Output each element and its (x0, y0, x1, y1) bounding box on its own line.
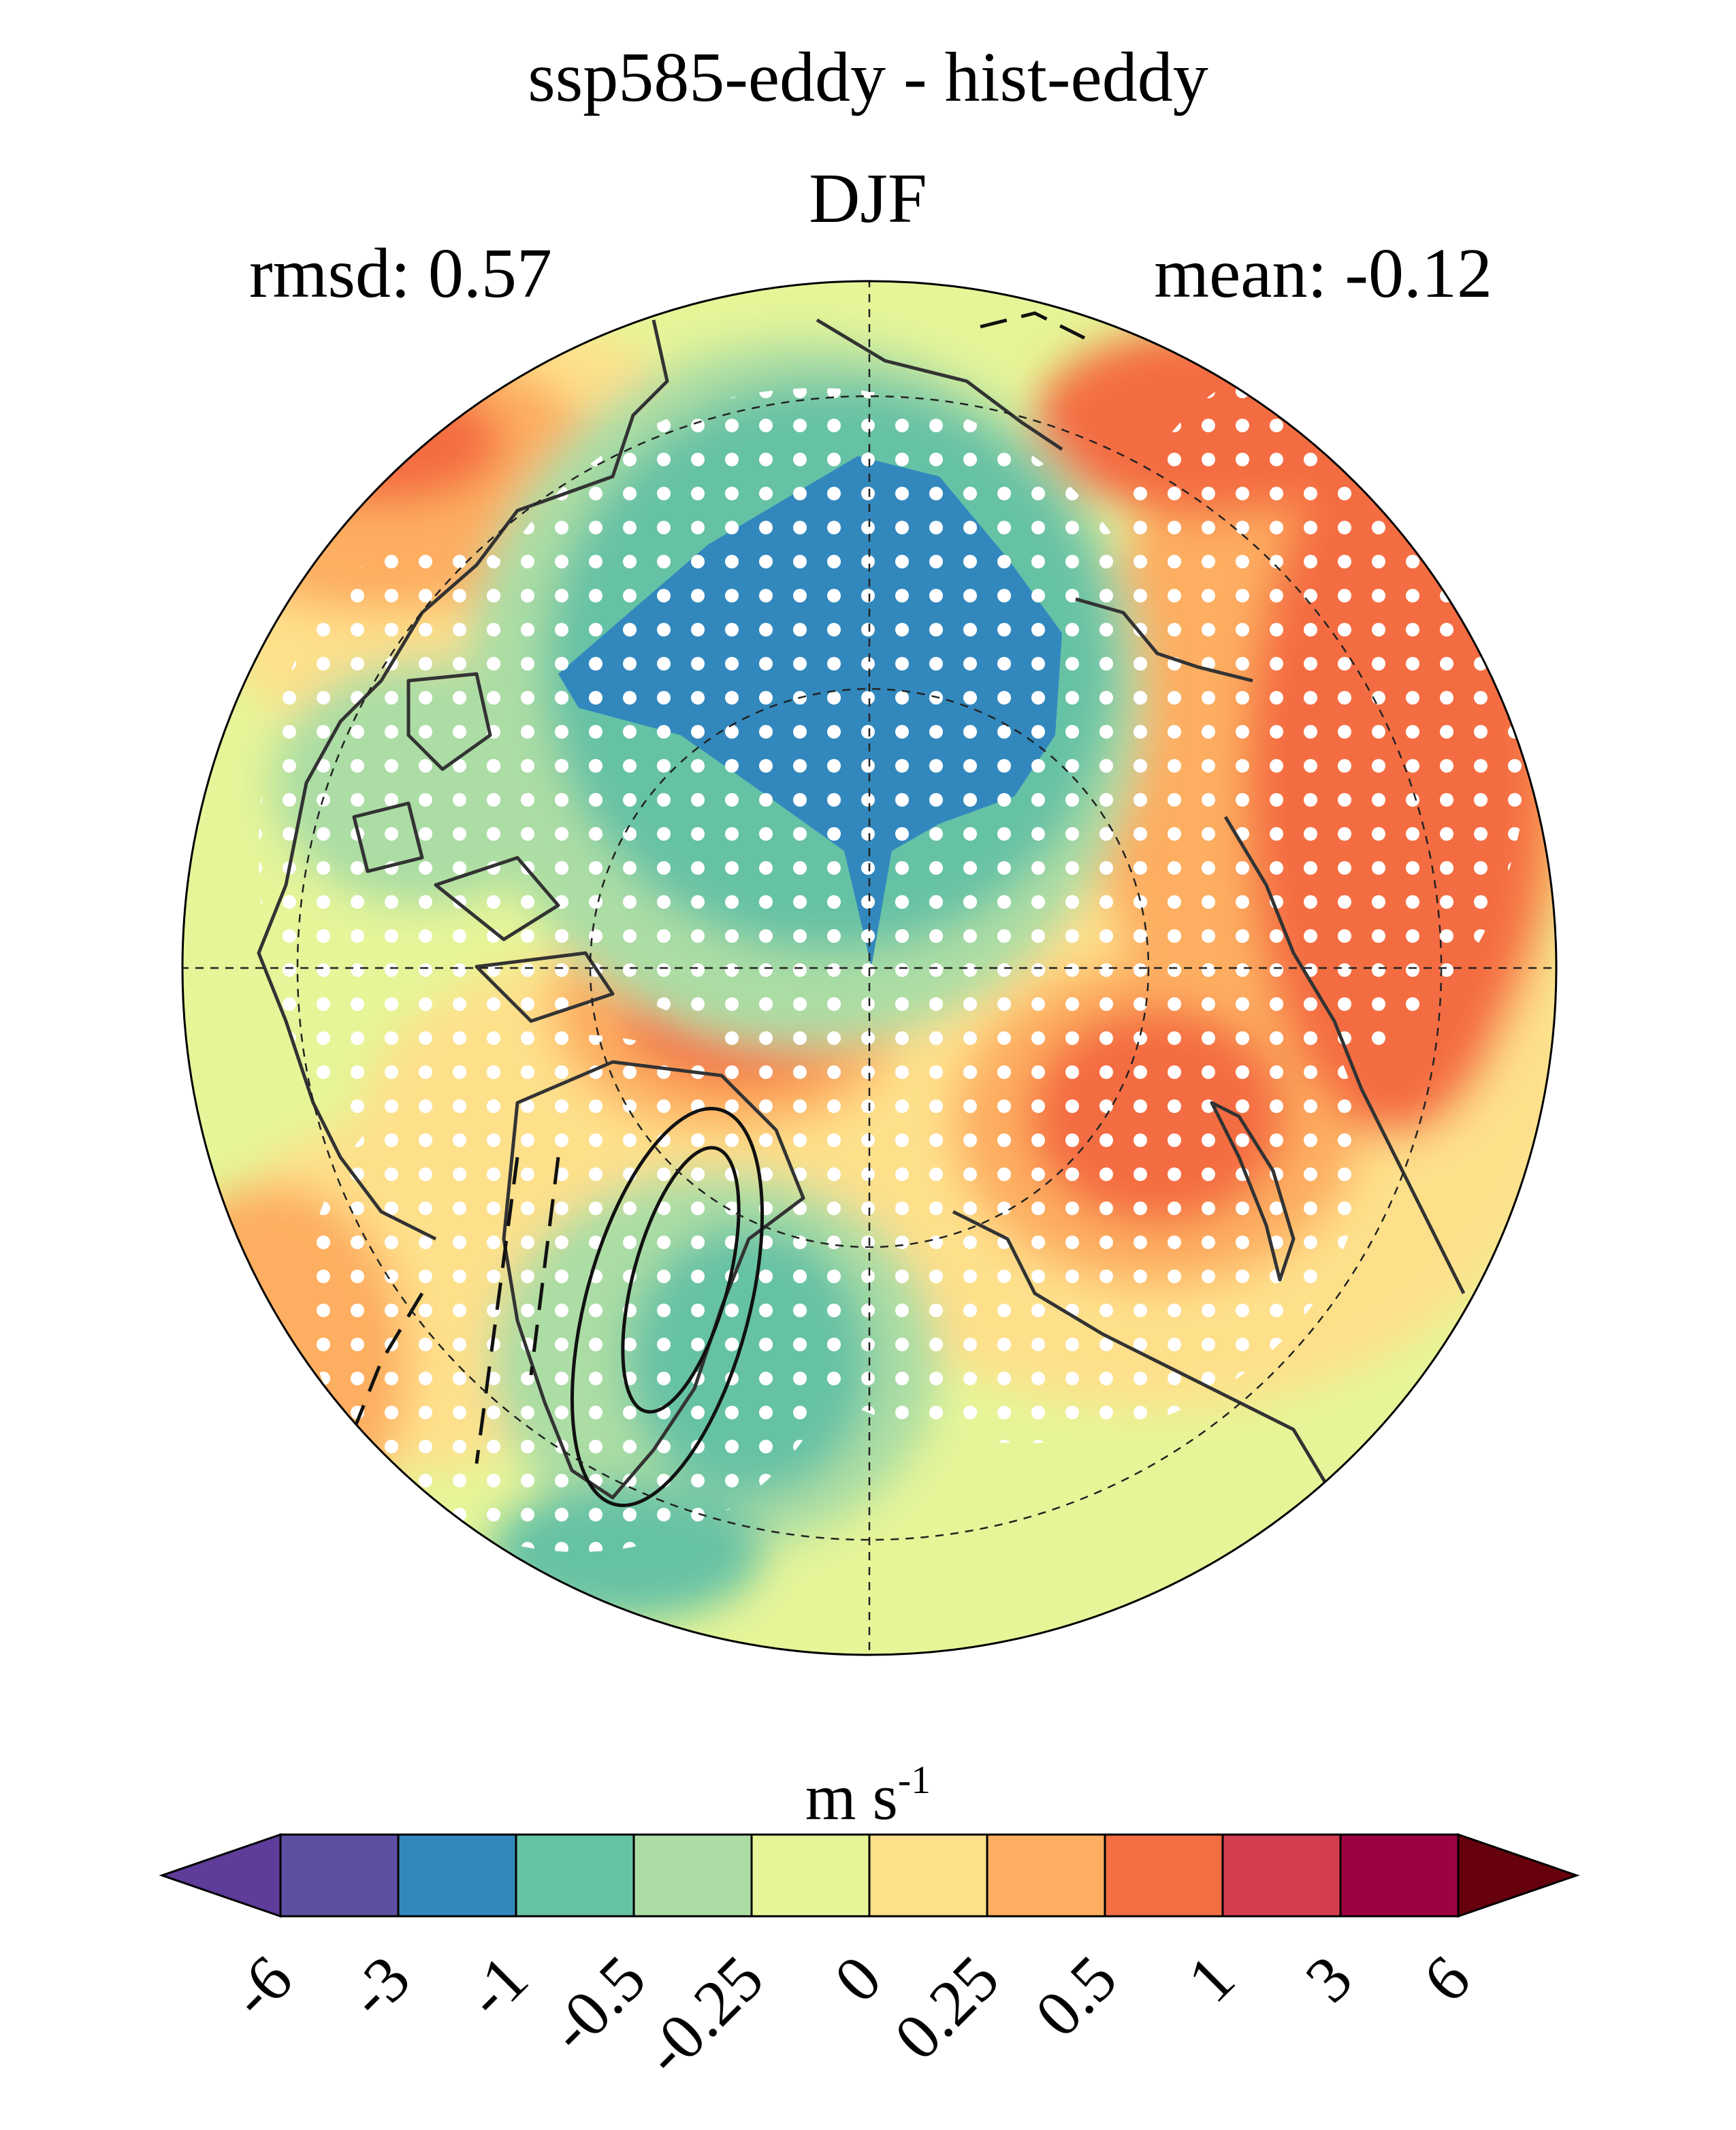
colorbar-tick-label: -1 (451, 1941, 542, 2032)
colorbar-under-triangle (159, 1833, 282, 1918)
mean-label: mean: -0.12 (1154, 234, 1492, 312)
coast-canada (257, 319, 669, 1241)
contour-dashed-1 (475, 1157, 519, 1464)
colorbar-segment (632, 1833, 753, 1918)
contour-solid-outer (570, 1107, 765, 1507)
colorbar-segment (1339, 1833, 1460, 1918)
season-label: DJF (809, 159, 927, 238)
colorbar-tick-label: -6 (216, 1941, 306, 2032)
map-boundary (181, 280, 1558, 1656)
colorbar-segment (750, 1833, 871, 1918)
coast-chukotka (1075, 597, 1253, 683)
colorbar-segment (986, 1833, 1106, 1918)
colorbar-segment (397, 1833, 517, 1918)
polar-map (181, 280, 1558, 1656)
stipple-southwest (306, 1035, 851, 1552)
colorbar-tick-label: 1 (1173, 1941, 1249, 2016)
colorbar-segment (515, 1833, 635, 1918)
coast-alaska (816, 318, 1063, 451)
colorbar-tick-label: 0.5 (1020, 1941, 1131, 2051)
coast-novaya-zemlya (1210, 1101, 1296, 1282)
coast-archipelago (352, 672, 615, 1023)
colorbar-tick-label: 0 (820, 1941, 895, 2016)
stipple-west (259, 538, 613, 1164)
contour-dashed-2 (529, 1157, 560, 1376)
colorbar-segment (868, 1833, 988, 1918)
graticule (182, 281, 1556, 1655)
colorbar-tick-label: -3 (334, 1941, 424, 2032)
coast-greenland (502, 1060, 805, 1500)
colorbar-tick-label: 3 (1291, 1941, 1366, 2016)
colorbar-tick-label: 0.25 (880, 1941, 1013, 2074)
colorbar-unit-label: m s-1 (0, 1760, 1736, 1830)
colorbar-segment (1104, 1833, 1224, 1918)
coastlines (257, 318, 1466, 1500)
rmsd-label: rmsd: 0.57 (249, 234, 552, 312)
colorbar (159, 1833, 1580, 1918)
unit-base: m s (805, 1760, 898, 1833)
colorbar-segments (159, 1833, 1580, 1918)
contour-lines (352, 311, 1091, 1507)
contour-dashed-4 (980, 311, 1091, 342)
colorbar-segment (1221, 1833, 1342, 1918)
coast-scandinavia (952, 1210, 1336, 1499)
contour-dashed-3 (352, 1292, 424, 1430)
contour-solid-inner (621, 1146, 741, 1414)
map-title: ssp585-eddy - hist-eddy (528, 38, 1208, 116)
colorbar-segment (279, 1833, 400, 1918)
colorbar-tick-label: -0.25 (629, 1941, 777, 2089)
coast-siberia (1223, 816, 1466, 1295)
colorbar-tick-label: 6 (1409, 1941, 1484, 2016)
colorbar-over-triangle (1457, 1833, 1580, 1918)
stippling-dots (259, 361, 1532, 1552)
stipple-south (681, 871, 1362, 1443)
unit-exponent: -1 (897, 1758, 931, 1802)
